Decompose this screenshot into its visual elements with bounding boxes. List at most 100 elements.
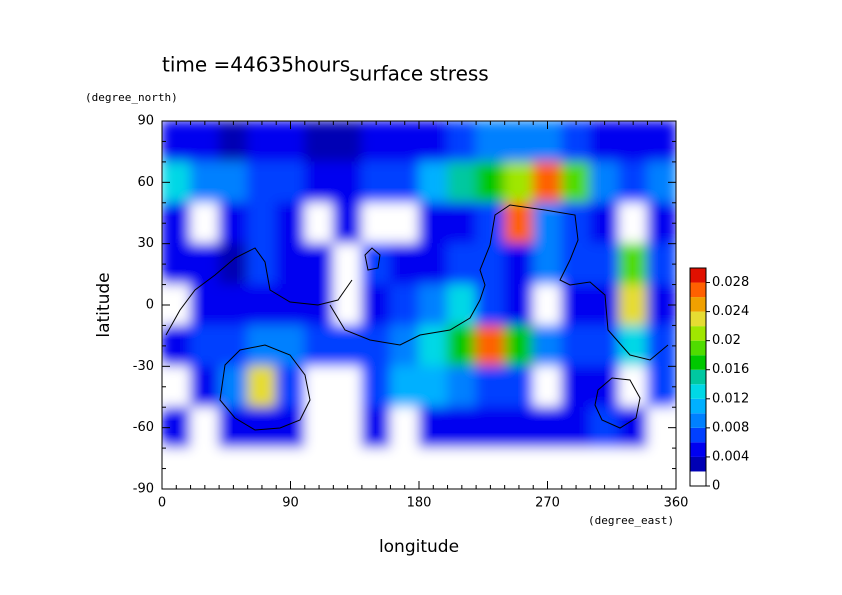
cell [618,202,648,245]
colorbar-label: 0.016 [712,362,749,377]
cell [389,161,420,204]
cell [190,243,220,286]
cell [218,447,249,489]
cell [275,161,306,204]
cell [162,121,192,163]
cell [389,324,420,367]
cell [618,406,648,449]
cell [218,243,249,286]
colorbar-band [690,340,706,356]
colorbar-band [690,398,706,414]
cell [304,202,334,245]
cell [162,202,192,245]
coastlines [165,204,669,431]
x-tick-label: 0 [158,496,166,511]
cell [532,284,563,326]
cell [504,284,534,326]
cell [618,324,648,367]
cell [504,121,534,163]
cell [646,243,676,286]
cell [618,121,648,163]
cell [247,365,277,408]
cell [275,284,306,326]
cell [447,365,477,408]
coastline [594,377,641,429]
cell [532,161,563,204]
cell [589,447,620,489]
cell [447,121,477,163]
cell [418,447,449,489]
cell [218,202,249,245]
cell [447,447,477,489]
cell [504,365,534,408]
cell [447,406,477,449]
cell [589,406,620,449]
coastline [364,247,381,271]
cell [190,365,220,408]
cell [618,243,648,286]
cell [561,243,591,286]
cell [475,406,506,449]
field [162,121,676,489]
cell [389,406,420,449]
cell [247,406,277,449]
cell [646,365,676,408]
cell [532,324,563,367]
cell [247,243,277,286]
cell [332,406,363,449]
cell [618,365,648,408]
cell [418,365,449,408]
y-unit: (degree_north) [85,91,178,104]
cell [561,406,591,449]
cell [332,324,363,367]
x-tick-label: 360 [664,496,689,511]
cell [418,243,449,286]
cell [618,447,648,489]
cell [504,161,534,204]
cell [475,447,506,489]
cell [162,447,192,489]
cell [304,121,334,163]
cell [561,284,591,326]
colorbar-frame [689,267,707,487]
chart-title: surface stress [349,62,488,86]
colorbar-band [690,311,706,327]
subtitle: time =44635hours [162,53,350,77]
y-tick-label: 60 [137,175,154,190]
cell [162,365,192,408]
cell [418,406,449,449]
cell [418,161,449,204]
cell [332,202,363,245]
cell [646,202,676,245]
cell [304,447,334,489]
cell [504,324,534,367]
colorbar-band [690,355,706,370]
cell [190,447,220,489]
cells [162,121,676,489]
colorbar-band [690,297,706,312]
cell [447,324,477,367]
cell [361,324,391,367]
cell [332,284,363,326]
cell [618,284,648,326]
colorbar-label: 0.024 [712,304,749,319]
cell [589,161,620,204]
cell [646,447,676,489]
colorbar-band [690,268,706,283]
colorbar-band [690,442,706,457]
cell [561,365,591,408]
cell [532,243,563,286]
x-tick-label: 180 [407,496,432,511]
colorbar-band [690,471,706,486]
x-axis-label: longitude [379,537,459,557]
cell [247,447,277,489]
cell [418,202,449,245]
cell [361,284,391,326]
cell [190,284,220,326]
cell [332,161,363,204]
cell [418,324,449,367]
cell [389,284,420,326]
cell [504,406,534,449]
cell [162,243,192,286]
cell [532,406,563,449]
